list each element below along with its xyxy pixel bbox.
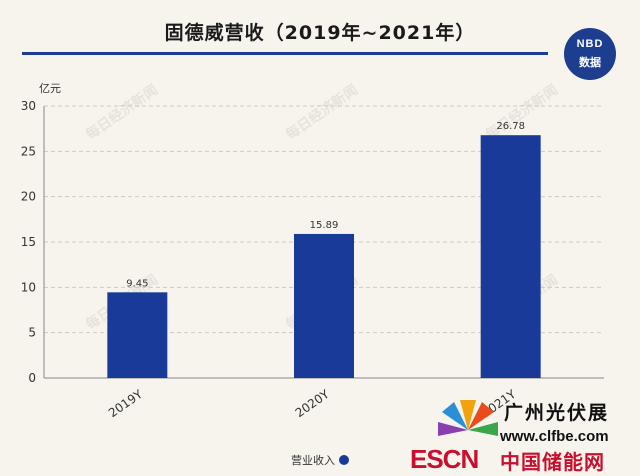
bar	[480, 135, 541, 378]
y-tick-label: 10	[21, 280, 36, 294]
value-label: 26.78	[496, 121, 525, 132]
nbd-logo: NBD 数据	[564, 28, 616, 80]
legend-label: 营业收入	[291, 454, 335, 467]
y-tick-label: 20	[21, 190, 36, 204]
bars	[107, 135, 541, 378]
x-tick-label: 2020Y	[293, 387, 333, 421]
y-tick-labels: 0 5 10 15 20 25 30	[21, 99, 36, 385]
overlay-escn: ESCN	[410, 444, 479, 474]
overlay-url: www.clfbe.com	[500, 428, 609, 445]
overlay-stamp: 广州光伏展 www.clfbe.com ESCN 中国储能网	[404, 384, 640, 476]
y-tick-label: 30	[21, 99, 36, 113]
logo-line-1: NBD	[576, 38, 604, 50]
y-tick-label: 25	[21, 144, 36, 158]
value-label: 9.45	[126, 278, 148, 289]
value-labels: 9.45 15.89 26.78	[126, 121, 525, 289]
legend-marker	[339, 455, 349, 465]
bar	[107, 292, 168, 378]
sunburst-logo	[438, 400, 498, 436]
logo-line-2: 数据	[579, 56, 601, 69]
y-tick-label: 0	[28, 371, 36, 385]
watermark-text: 每日经济新闻	[483, 81, 562, 143]
value-label: 15.89	[310, 220, 339, 231]
chart-title: 固德威营收（2019年~2021年）	[164, 22, 476, 44]
x-tick-label: 2019Y	[106, 387, 146, 421]
overlay-title: 广州光伏展	[504, 402, 610, 424]
overlay-subtitle: 中国储能网	[500, 450, 605, 474]
y-tick-label: 5	[28, 326, 36, 340]
y-tick-label: 15	[21, 235, 36, 249]
watermark-text: 每日经济新闻	[283, 81, 362, 143]
watermark-text: 每日经济新闻	[83, 81, 162, 143]
legend: 营业收入	[0, 452, 640, 468]
y-axis-label: 亿元	[39, 82, 61, 95]
bar	[294, 233, 354, 378]
title-underline	[22, 52, 548, 55]
